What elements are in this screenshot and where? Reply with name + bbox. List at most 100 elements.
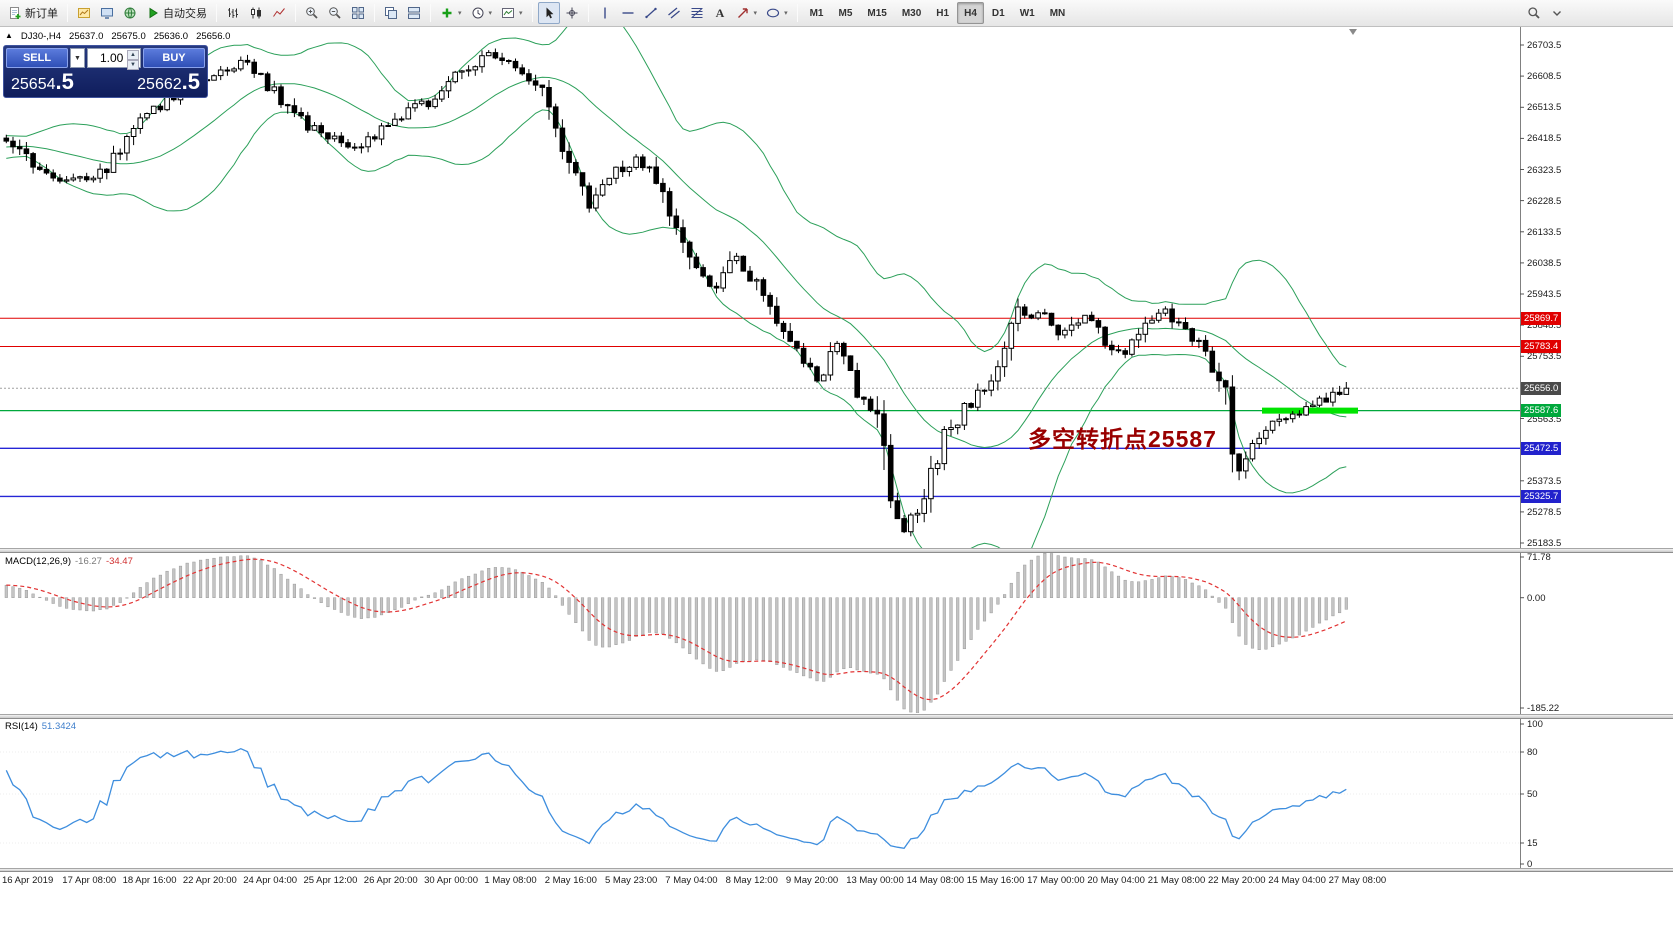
- chart-shift-marker[interactable]: [1349, 29, 1357, 35]
- zoom-in-button[interactable]: [301, 2, 323, 24]
- shapes-button[interactable]: ▾: [762, 2, 792, 24]
- trendline-icon: [644, 6, 658, 20]
- candles-layer: [3, 48, 1350, 537]
- crosshair-icon: [565, 6, 579, 20]
- sell-button[interactable]: SELL: [6, 48, 68, 68]
- time-axis-label: 24 Apr 04:00: [243, 875, 298, 886]
- volume-preset-dropdown[interactable]: ▼: [70, 48, 85, 68]
- bollinger-mid-band: [6, 76, 1347, 449]
- text-button[interactable]: A: [709, 2, 731, 24]
- time-axis-label: 14 May 08:00: [906, 875, 965, 886]
- profiles-button[interactable]: [96, 2, 118, 24]
- panel-divider[interactable]: [0, 714, 1673, 719]
- cursor-icon: [542, 6, 556, 20]
- panel-divider[interactable]: [0, 548, 1673, 553]
- time-axis-label: 13 May 00:00: [846, 875, 904, 886]
- polyline-icon: [272, 6, 286, 20]
- price-axis-tick: 26703.5: [1527, 40, 1562, 51]
- chevron-down-icon: ▼: [74, 54, 81, 62]
- rsi-layer: [0, 747, 1520, 850]
- time-axis-label: 2 May 16:00: [544, 875, 597, 886]
- toolbar-overflow-button[interactable]: [1546, 2, 1568, 24]
- trendline-button[interactable]: [640, 2, 662, 24]
- ohlc-high: 25675.0: [111, 31, 146, 42]
- timeframe-d1-button[interactable]: D1: [985, 2, 1012, 24]
- timeframe-m30-button[interactable]: M30: [895, 2, 928, 24]
- buy-price[interactable]: 25662 .5: [137, 71, 200, 94]
- chevron-down-icon: [1550, 6, 1564, 20]
- toolbar-separator: [374, 4, 375, 22]
- chart-shift-button[interactable]: [403, 2, 425, 24]
- rsi-indicator-label: RSI(14) 51.3424: [5, 721, 76, 732]
- new-order-button[interactable]: 新订单: [4, 2, 62, 24]
- templates-button[interactable]: ▾: [497, 2, 527, 24]
- timeframe-mn-button[interactable]: MN: [1043, 2, 1073, 24]
- indicators-button[interactable]: ▾: [436, 2, 466, 24]
- horizontal-line-button[interactable]: [617, 2, 639, 24]
- candlestick-chart-button[interactable]: [245, 2, 267, 24]
- bar-chart-button[interactable]: [222, 2, 244, 24]
- vertical-line-button[interactable]: [594, 2, 616, 24]
- macd-axis-tick: 71.78: [1527, 552, 1551, 563]
- periods-button[interactable]: ▾: [467, 2, 497, 24]
- ohlc-low: 25636.0: [153, 31, 189, 42]
- time-axis-label: 20 May 04:00: [1087, 875, 1145, 886]
- timeframe-w1-button[interactable]: W1: [1013, 2, 1042, 24]
- price-axis-tick: 25848.5: [1527, 320, 1562, 332]
- sell-price[interactable]: 25654 .5: [11, 71, 74, 94]
- price-axis-tick: 25563.5: [1527, 413, 1562, 425]
- data-window-button[interactable]: [119, 2, 141, 24]
- timeframe-m1-button[interactable]: M1: [803, 2, 831, 24]
- time-axis-label: 24 May 04:00: [1268, 875, 1326, 886]
- chart-grid-icon: [77, 6, 91, 20]
- toolbar-separator: [295, 4, 296, 22]
- price-axis-tick: 26133.5: [1527, 226, 1562, 238]
- crosshair-button[interactable]: [561, 2, 583, 24]
- equidistant-channel-button[interactable]: [663, 2, 685, 24]
- auto-scroll-button[interactable]: [380, 2, 402, 24]
- time-axis-label: 27 May 08:00: [1328, 875, 1387, 886]
- zoom-out-button[interactable]: [324, 2, 346, 24]
- toolbar-separator: [531, 4, 533, 22]
- macd-layer: [4, 553, 1348, 713]
- bollinger-up-band: [6, 27, 1347, 368]
- buy-button[interactable]: BUY: [143, 48, 205, 68]
- tile-windows-button[interactable]: [347, 2, 369, 24]
- play-icon: [146, 6, 160, 20]
- time-axis-label: 8 May 12:00: [725, 875, 778, 886]
- timeframe-m15-button[interactable]: M15: [860, 2, 893, 24]
- timeframe-h1-button[interactable]: H1: [929, 2, 956, 24]
- ohlc-close: 25656.0: [196, 31, 231, 42]
- arrow-ne-icon: [736, 6, 750, 20]
- volume-stepper: ▲ ▼: [127, 50, 139, 70]
- macd-axis-tick: -185.22: [1527, 703, 1560, 714]
- charts-button[interactable]: [73, 2, 95, 24]
- price-tag: 25587.6: [1521, 404, 1562, 418]
- volume-field[interactable]: 1.00 ▲ ▼: [87, 48, 141, 70]
- volume-up-button[interactable]: ▲: [127, 50, 139, 60]
- timeframe-h4-button[interactable]: H4: [957, 2, 984, 24]
- volume-down-button[interactable]: ▼: [127, 60, 139, 70]
- trade-panel-expander[interactable]: ▲: [5, 31, 13, 40]
- time-axis-label: 22 May 20:00: [1208, 875, 1266, 886]
- fibonacci-button[interactable]: [686, 2, 708, 24]
- chart-annotation-text[interactable]: 多空转折点25587: [1028, 426, 1217, 452]
- timeframe-m5-button[interactable]: M5: [831, 2, 859, 24]
- macd-name: MACD(12,26,9): [5, 556, 71, 567]
- panel-divider[interactable]: [0, 868, 1673, 872]
- time-axis-label: 17 Apr 08:00: [62, 875, 117, 886]
- arrows-button[interactable]: ▾: [732, 2, 762, 24]
- search-button[interactable]: [1523, 2, 1545, 24]
- line-chart-button[interactable]: [268, 2, 290, 24]
- hline-icon: [621, 6, 635, 20]
- macd-main-value: -16.27: [75, 556, 102, 567]
- clock-icon: [471, 6, 485, 20]
- cursor-button[interactable]: [537, 2, 560, 24]
- macd-signal-line: [6, 558, 1347, 701]
- rsi-name: RSI(14): [5, 721, 38, 732]
- toolbar-separator: [587, 4, 589, 22]
- autotrading-button[interactable]: 自动交易: [142, 2, 211, 24]
